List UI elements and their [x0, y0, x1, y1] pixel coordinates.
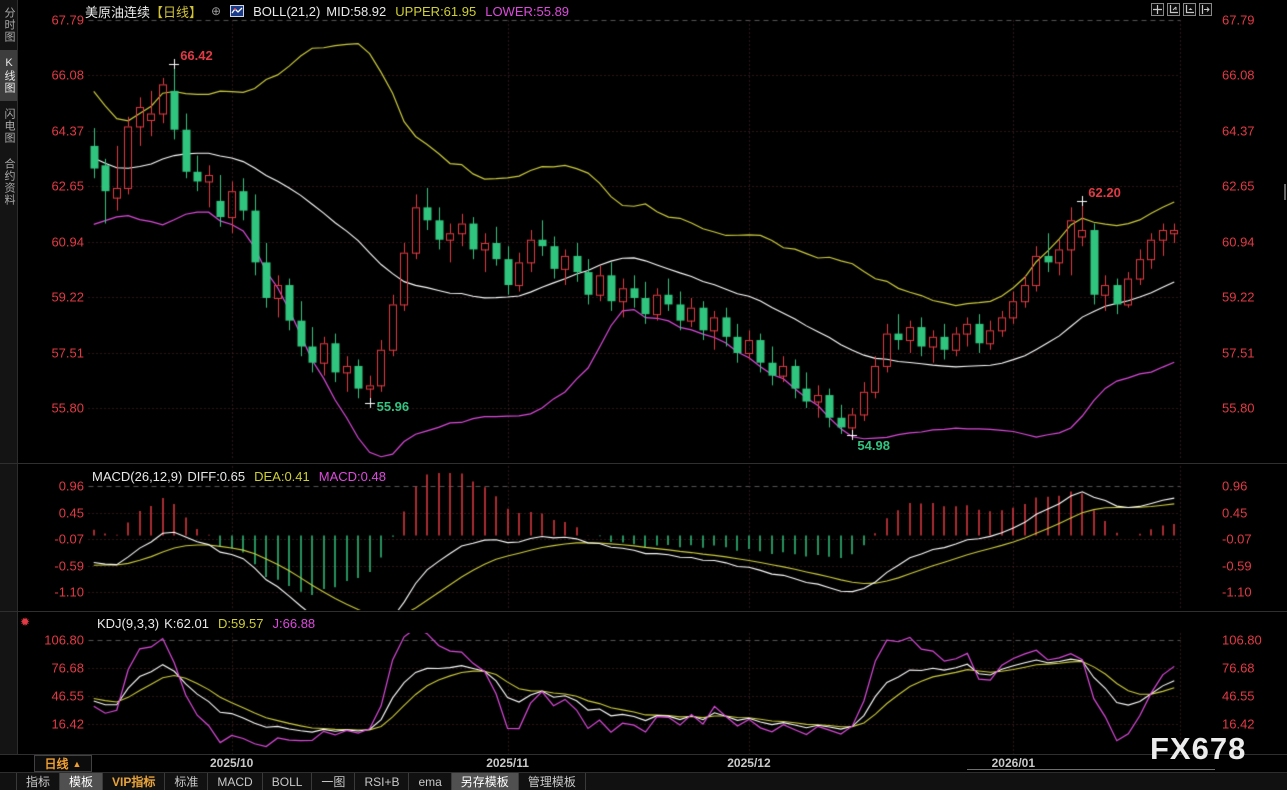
y-axis-tick: 76.68: [1222, 660, 1255, 676]
toolbar-item-模板[interactable]: 模板: [60, 773, 104, 790]
y-axis-tick: 59.22: [1222, 289, 1255, 305]
y-axis-tick: 59.22: [51, 289, 84, 305]
price-annotation-66.42: 66.42: [180, 48, 213, 64]
y-axis-tick: 66.08: [1222, 67, 1255, 83]
kdj-indicator-label[interactable]: KDJ(9,3,3): [97, 616, 160, 631]
period-selector-label: 日线: [44, 757, 69, 771]
x-axis-date: 2025/12: [727, 756, 771, 770]
pan-right-icon[interactable]: [1199, 3, 1212, 16]
y-axis-tick: 46.55: [1222, 688, 1255, 704]
macd-macd-value: MACD:0.48: [318, 469, 386, 484]
panel-divider: [0, 463, 1287, 464]
y-axis-tick: 0.96: [1222, 478, 1248, 494]
chart-header: 美原油连续 【日线】 ⊕ BOLL(21,2) MID:58.92 UPPER:6…: [85, 2, 569, 20]
y-axis-tick: 0.45: [1222, 505, 1248, 520]
y-axis-tick: 64.37: [1222, 123, 1255, 139]
sidebar-item-闪电图[interactable]: 闪电图: [3, 108, 15, 144]
toolbar-item-一图[interactable]: 一图: [312, 773, 356, 790]
chart-thumbnail-icon: [230, 5, 245, 17]
y-axis-tick: 106.80: [44, 632, 84, 648]
toolbar-item-ema[interactable]: ema: [409, 773, 452, 790]
chart-toolbar-icons: [1151, 3, 1212, 16]
axis-scale-right-icon[interactable]: [1183, 3, 1196, 16]
y-axis-tick: 57.51: [51, 345, 84, 361]
toolbar-item-指标[interactable]: 指标: [16, 773, 61, 790]
x-axis-date: 2025/11: [486, 756, 529, 770]
y-axis-tick: -0.07: [54, 531, 84, 547]
y-axis-tick: 57.51: [1222, 345, 1255, 361]
period-tag: 【日线】: [150, 4, 203, 20]
toolbar-item-RSI+B[interactable]: RSI+B: [355, 773, 410, 790]
alert-star-icon[interactable]: ✹: [20, 615, 31, 629]
toolbar-item-MACD[interactable]: MACD: [208, 773, 263, 790]
horizontal-scrollbar-thumb[interactable]: [967, 769, 1215, 770]
macd-diff-value: DIFF:0.65: [187, 469, 246, 484]
y-axis-tick: 64.37: [51, 123, 84, 139]
macd-indicator-label[interactable]: MACD(26,12,9): [92, 469, 183, 484]
indicator-toolbar: 指标 模板 VIP指标 标准 MACD BOLL 一图 RSI+B ema 另存模板 管理模板: [0, 772, 1287, 790]
y-axis-tick: -0.59: [54, 558, 84, 573]
y-axis-tick: -0.07: [1222, 531, 1252, 547]
macd-dea-value: DEA:0.41: [254, 469, 310, 484]
y-axis-tick: 66.08: [51, 67, 84, 83]
chart-type-sidebar: 分时图 K线图闪电图合约资料: [0, 0, 18, 754]
toolbar-item-标准[interactable]: 标准: [165, 773, 209, 790]
boll-indicator-label: BOLL(21,2): [253, 3, 321, 19]
y-axis-tick: 62.65: [1222, 178, 1255, 194]
y-axis-tick: 106.80: [1222, 632, 1262, 648]
panel-divider: [0, 754, 1287, 755]
boll-upper-value: UPPER:61.95: [395, 3, 477, 19]
axis-scale-left-icon[interactable]: [1167, 3, 1180, 16]
y-axis-tick: 55.80: [51, 400, 84, 416]
price-annotation-55.96: 55.96: [376, 398, 410, 414]
price-annotation-62.20: 62.20: [1088, 184, 1121, 200]
y-axis-tick: 46.55: [51, 688, 84, 704]
toolbar-item-VIP指标[interactable]: VIP指标: [103, 773, 166, 790]
kdj-panel-header: KDJ(9,3,3) K:62.01 D:59.57 J:66.88: [97, 616, 315, 631]
triangle-up-icon: ▲: [72, 758, 82, 769]
y-axis-tick: 16.42: [1222, 716, 1255, 732]
toolbar-item-另存模板[interactable]: 另存模板: [451, 773, 519, 790]
fx678-watermark: FX678: [1150, 731, 1247, 766]
kdj-j-value: J:66.88: [272, 616, 316, 631]
y-axis-tick: 67.79: [51, 12, 84, 28]
y-axis-tick: 16.42: [51, 716, 84, 732]
sidebar-item-合约资料[interactable]: 合约资料: [3, 158, 15, 206]
y-axis-tick: -1.10: [1222, 584, 1252, 600]
boll-lower-value: LOWER:55.89: [485, 3, 570, 19]
y-axis-tick: 76.68: [51, 660, 84, 676]
y-axis-tick: 67.79: [1222, 12, 1255, 28]
period-selector-dropdown[interactable]: 日线 ▲: [34, 755, 92, 772]
y-axis-tick: 55.80: [1222, 400, 1255, 416]
x-axis-date: 2025/10: [209, 756, 254, 770]
y-axis-tick: 60.94: [1222, 234, 1255, 250]
price-annotation-54.98: 54.98: [857, 437, 890, 453]
y-axis-tick: 0.96: [58, 478, 84, 494]
boll-mid-value: MID:58.92: [326, 3, 387, 19]
y-axis-tick: 60.94: [51, 234, 84, 250]
panel-divider: [0, 611, 1287, 612]
kdj-k-value: K:62.01: [164, 616, 209, 631]
circle-plus-icon[interactable]: ⊕: [211, 4, 222, 18]
sidebar-item-K线图[interactable]: K线图: [0, 50, 17, 101]
toolbar-item-BOLL[interactable]: BOLL: [263, 773, 313, 790]
y-axis-tick: -0.59: [1222, 558, 1252, 573]
y-axis-tick: -1.10: [54, 584, 84, 600]
symbol-name: 美原油连续: [85, 4, 151, 20]
macd-panel-header: MACD(26,12,9) DIFF:0.65 DEA:0.41 MACD:0.…: [92, 469, 386, 484]
sidebar-item-分时图[interactable]: 分时图: [3, 7, 15, 43]
crosshair-icon[interactable]: [1151, 3, 1164, 16]
x-axis-date: 2026/01: [991, 756, 1036, 770]
y-axis-tick: 0.45: [58, 505, 84, 520]
kdj-d-value: D:59.57: [217, 616, 264, 631]
y-axis-tick: 62.65: [51, 178, 84, 194]
toolbar-item-管理模板[interactable]: 管理模板: [519, 773, 586, 790]
right-scrollbar-thumb[interactable]: [1284, 184, 1286, 200]
